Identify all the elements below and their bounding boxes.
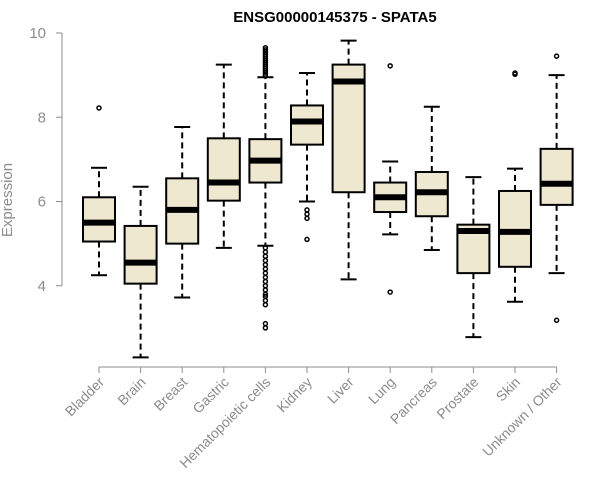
outlier-point	[304, 215, 310, 222]
outlier-point	[262, 270, 269, 276]
outlier-point	[262, 278, 269, 285]
outlier-point	[262, 47, 269, 53]
boxes-group	[82, 39, 574, 359]
outlier-point	[262, 245, 269, 251]
box-skin	[498, 70, 532, 303]
outlier-point	[262, 320, 269, 327]
outlier-point	[512, 70, 518, 76]
outlier-point	[304, 207, 310, 213]
y-axis-label: Expression	[0, 163, 16, 237]
box-pancreas	[414, 105, 449, 251]
iqr-box	[206, 137, 241, 202]
x-tick-label: Breast	[150, 374, 190, 414]
outlier-point	[262, 287, 269, 293]
box-liver	[331, 39, 366, 281]
y-tick-label: 6	[38, 194, 46, 211]
box-prostate	[456, 176, 491, 339]
outlier-point	[96, 105, 102, 111]
outlier-point	[262, 44, 269, 51]
y-tick-label: 4	[38, 278, 46, 295]
x-tick-label: Liver	[324, 374, 357, 407]
box-breast	[165, 125, 200, 299]
box-kidney	[290, 72, 324, 243]
iqr-box	[331, 63, 366, 194]
outlier-point	[262, 297, 269, 304]
box-gastric	[206, 63, 241, 249]
box-bladder	[82, 105, 116, 277]
iqr-box	[123, 224, 158, 285]
outlier-point	[262, 274, 269, 281]
chart-title: ENSG00000145375 - SPATA5	[233, 9, 436, 26]
outlier-point	[553, 53, 560, 59]
outlier-point	[262, 325, 269, 331]
x-tick-label: Kidney	[274, 374, 316, 416]
iqr-box	[539, 147, 574, 206]
outlier-point	[387, 63, 393, 69]
outlier-point	[262, 301, 269, 308]
outlier-point	[387, 289, 393, 295]
iqr-box	[82, 196, 116, 243]
outlier-point	[262, 253, 269, 260]
y-tick-label: 8	[38, 109, 46, 126]
outlier-point	[553, 317, 560, 324]
outlier-point	[304, 236, 310, 243]
outlier-point	[262, 283, 269, 289]
outlier-point	[304, 211, 310, 217]
outlier-point	[262, 249, 269, 255]
box-unknown-other	[539, 53, 574, 324]
outlier-point	[262, 261, 269, 268]
box-lung	[373, 63, 408, 295]
outlier-point	[262, 257, 269, 264]
x-tick-label: Bladder	[62, 374, 108, 420]
box-brain	[123, 185, 158, 359]
box-hematopoietic-cells	[248, 44, 283, 331]
x-tick-label: Skin	[493, 374, 524, 405]
x-tick-label: Unknown / Other	[479, 374, 565, 460]
x-tick-label: Lung	[365, 374, 398, 407]
y-tick-label: 10	[29, 25, 46, 42]
x-tick-label: Prostate	[433, 374, 481, 422]
x-tick-label: Brain	[114, 374, 148, 408]
y-axis: 4 6 8 10	[29, 25, 63, 295]
iqr-box	[290, 104, 324, 146]
outlier-point	[262, 266, 269, 272]
outlier-point	[262, 291, 269, 297]
